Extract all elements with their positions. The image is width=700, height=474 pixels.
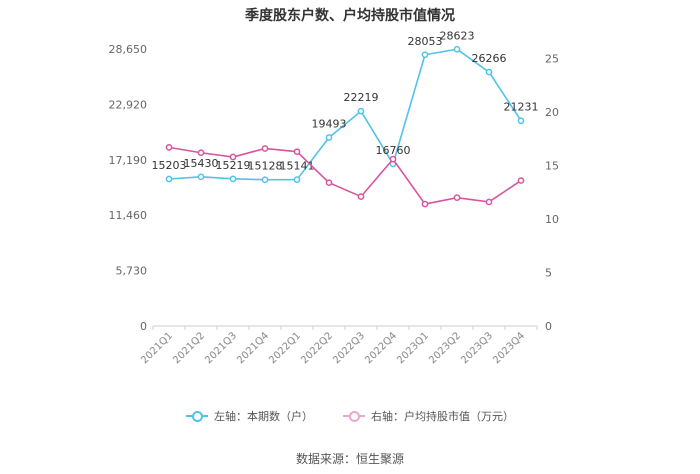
y-right-tick-label: 15 <box>545 160 559 173</box>
data-point-avg-value <box>485 198 493 206</box>
x-tick-label: 2023Q2 <box>427 330 463 366</box>
data-point-avg-value <box>261 145 269 152</box>
x-tick-label: 2021Q1 <box>139 330 175 366</box>
data-point-households <box>357 107 365 115</box>
data-label-households: 15430 <box>184 157 219 170</box>
legend-label-households: 左轴：本期数（户） <box>214 410 313 423</box>
data-point-avg-value <box>165 144 173 151</box>
series-line-households <box>168 48 522 181</box>
data-point-households <box>485 68 493 76</box>
data-point-avg-value <box>293 148 301 156</box>
legend-item-avg-value[interactable]: 右轴：户均持股市值（万元） <box>343 408 514 424</box>
data-point-households <box>421 51 429 59</box>
x-tick-label: 2023Q4 <box>491 330 527 366</box>
y-left-tick-label: 5,730 <box>116 265 148 278</box>
data-point-households <box>165 175 173 183</box>
data-point-households <box>229 175 237 183</box>
source-note: 数据来源：恒生聚源 <box>295 452 404 466</box>
series-line-avg-value <box>168 146 522 205</box>
x-tick-label: 2023Q3 <box>459 330 495 366</box>
legend-label-avg-value: 右轴：户均持股市值（万元） <box>371 410 514 423</box>
data-label-households: 26266 <box>472 52 507 65</box>
data-label-households: 28623 <box>440 29 475 42</box>
y-right-tick-label: 20 <box>545 106 559 119</box>
chart-title: 季度股东户数、户均持股市值情况 <box>245 8 455 24</box>
x-tick-label: 2022Q4 <box>363 330 399 366</box>
data-point-avg-value <box>197 149 205 157</box>
y-right-tick-label: 5 <box>545 267 552 280</box>
data-label-households: 15128 <box>248 160 283 173</box>
data-point-avg-value <box>389 155 397 163</box>
data-point-households <box>325 134 333 141</box>
data-label-households: 16760 <box>376 144 411 157</box>
data-point-households <box>293 176 301 183</box>
data-point-households <box>517 117 525 125</box>
x-tick-label: 2021Q2 <box>171 330 207 366</box>
x-tick-label: 2022Q2 <box>299 330 335 366</box>
data-label-households: 15219 <box>216 159 251 172</box>
data-point-avg-value <box>325 179 333 187</box>
data-label-households: 15203 <box>152 159 187 172</box>
data-point-avg-value <box>357 193 365 200</box>
data-label-households: 28053 <box>408 35 443 48</box>
x-tick-label: 2021Q3 <box>203 330 239 366</box>
data-point-avg-value <box>229 153 237 161</box>
y-left-tick-label: 0 <box>140 320 147 333</box>
data-point-avg-value <box>421 200 429 208</box>
x-tick-label: 2023Q1 <box>395 330 431 366</box>
y-left-tick-label: 17,190 <box>109 154 148 167</box>
chart-legend: 左轴：本期数（户） 右轴：户均持股市值（万元） <box>0 408 700 424</box>
legend-item-households[interactable]: 左轴：本期数（户） <box>186 408 313 424</box>
y-right-tick-label: 10 <box>545 213 559 226</box>
data-point-households <box>261 176 269 184</box>
data-point-households <box>453 45 461 53</box>
data-label-households: 22219 <box>344 91 379 104</box>
legend-swatch-households <box>186 410 208 422</box>
legend-swatch-avg-value <box>343 410 365 422</box>
y-right-tick-label: 0 <box>545 320 552 333</box>
y-left-tick-label: 22,920 <box>109 98 148 111</box>
y-left-tick-label: 11,460 <box>109 209 148 222</box>
y-right-tick-label: 25 <box>545 53 559 66</box>
data-label-households: 15141 <box>280 160 315 173</box>
x-tick-label: 2022Q1 <box>267 330 303 366</box>
data-point-households <box>197 173 205 181</box>
data-point-avg-value <box>453 194 461 202</box>
data-point-avg-value <box>517 177 525 184</box>
data-label-households: 21231 <box>504 101 539 114</box>
x-tick-label: 2022Q3 <box>331 330 367 366</box>
data-label-households: 19493 <box>312 118 347 131</box>
y-left-tick-label: 28,650 <box>109 43 148 56</box>
x-tick-label: 2021Q4 <box>235 330 271 366</box>
